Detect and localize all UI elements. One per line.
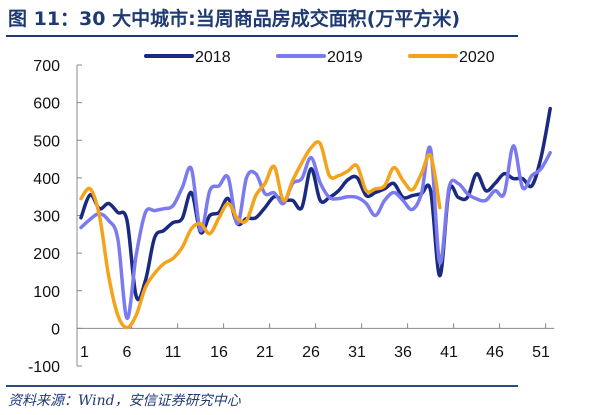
y-tick-label: 500 [33,133,60,150]
y-tick-label: 300 [33,209,60,226]
x-tick-label: 46 [486,344,504,361]
y-tick-label: 0 [51,321,60,338]
legend-label-2019: 2019 [327,49,363,66]
series-line-2019 [79,144,552,320]
x-tick-label: 6 [123,344,132,361]
source-divider [6,385,518,387]
y-tick-label: 600 [33,96,60,113]
series-lines [79,106,552,330]
y-tick-label: 700 [33,58,60,75]
x-tick-label: 41 [440,344,458,361]
series-line-2018 [79,106,552,302]
x-tick-label: 26 [302,344,320,361]
source-note: 资料来源：Wind，安信证券研究中心 [8,393,241,409]
y-tick-label: 100 [33,284,60,301]
legend: 2018 2019 2020 [144,49,495,66]
x-tick-label: 16 [210,344,228,361]
x-tick-label: 36 [394,344,412,361]
x-tick-label: 1 [80,344,89,361]
legend-label-2018: 2018 [195,49,231,66]
x-tick-label: 11 [165,344,182,361]
y-tick-label: 400 [33,171,60,188]
x-tick-label: 21 [256,344,274,361]
series-line-2020 [79,140,442,330]
x-tick-label: 31 [348,344,366,361]
y-tick-label: -100 [28,359,60,376]
chart-title: 图 11：30 大中城市:当周商品房成交面积(万平方米) [8,8,461,30]
y-tick-label: 200 [33,246,60,263]
x-tick-label: 51 [532,344,550,361]
legend-label-2020: 2020 [459,49,495,66]
title-divider [6,35,518,37]
